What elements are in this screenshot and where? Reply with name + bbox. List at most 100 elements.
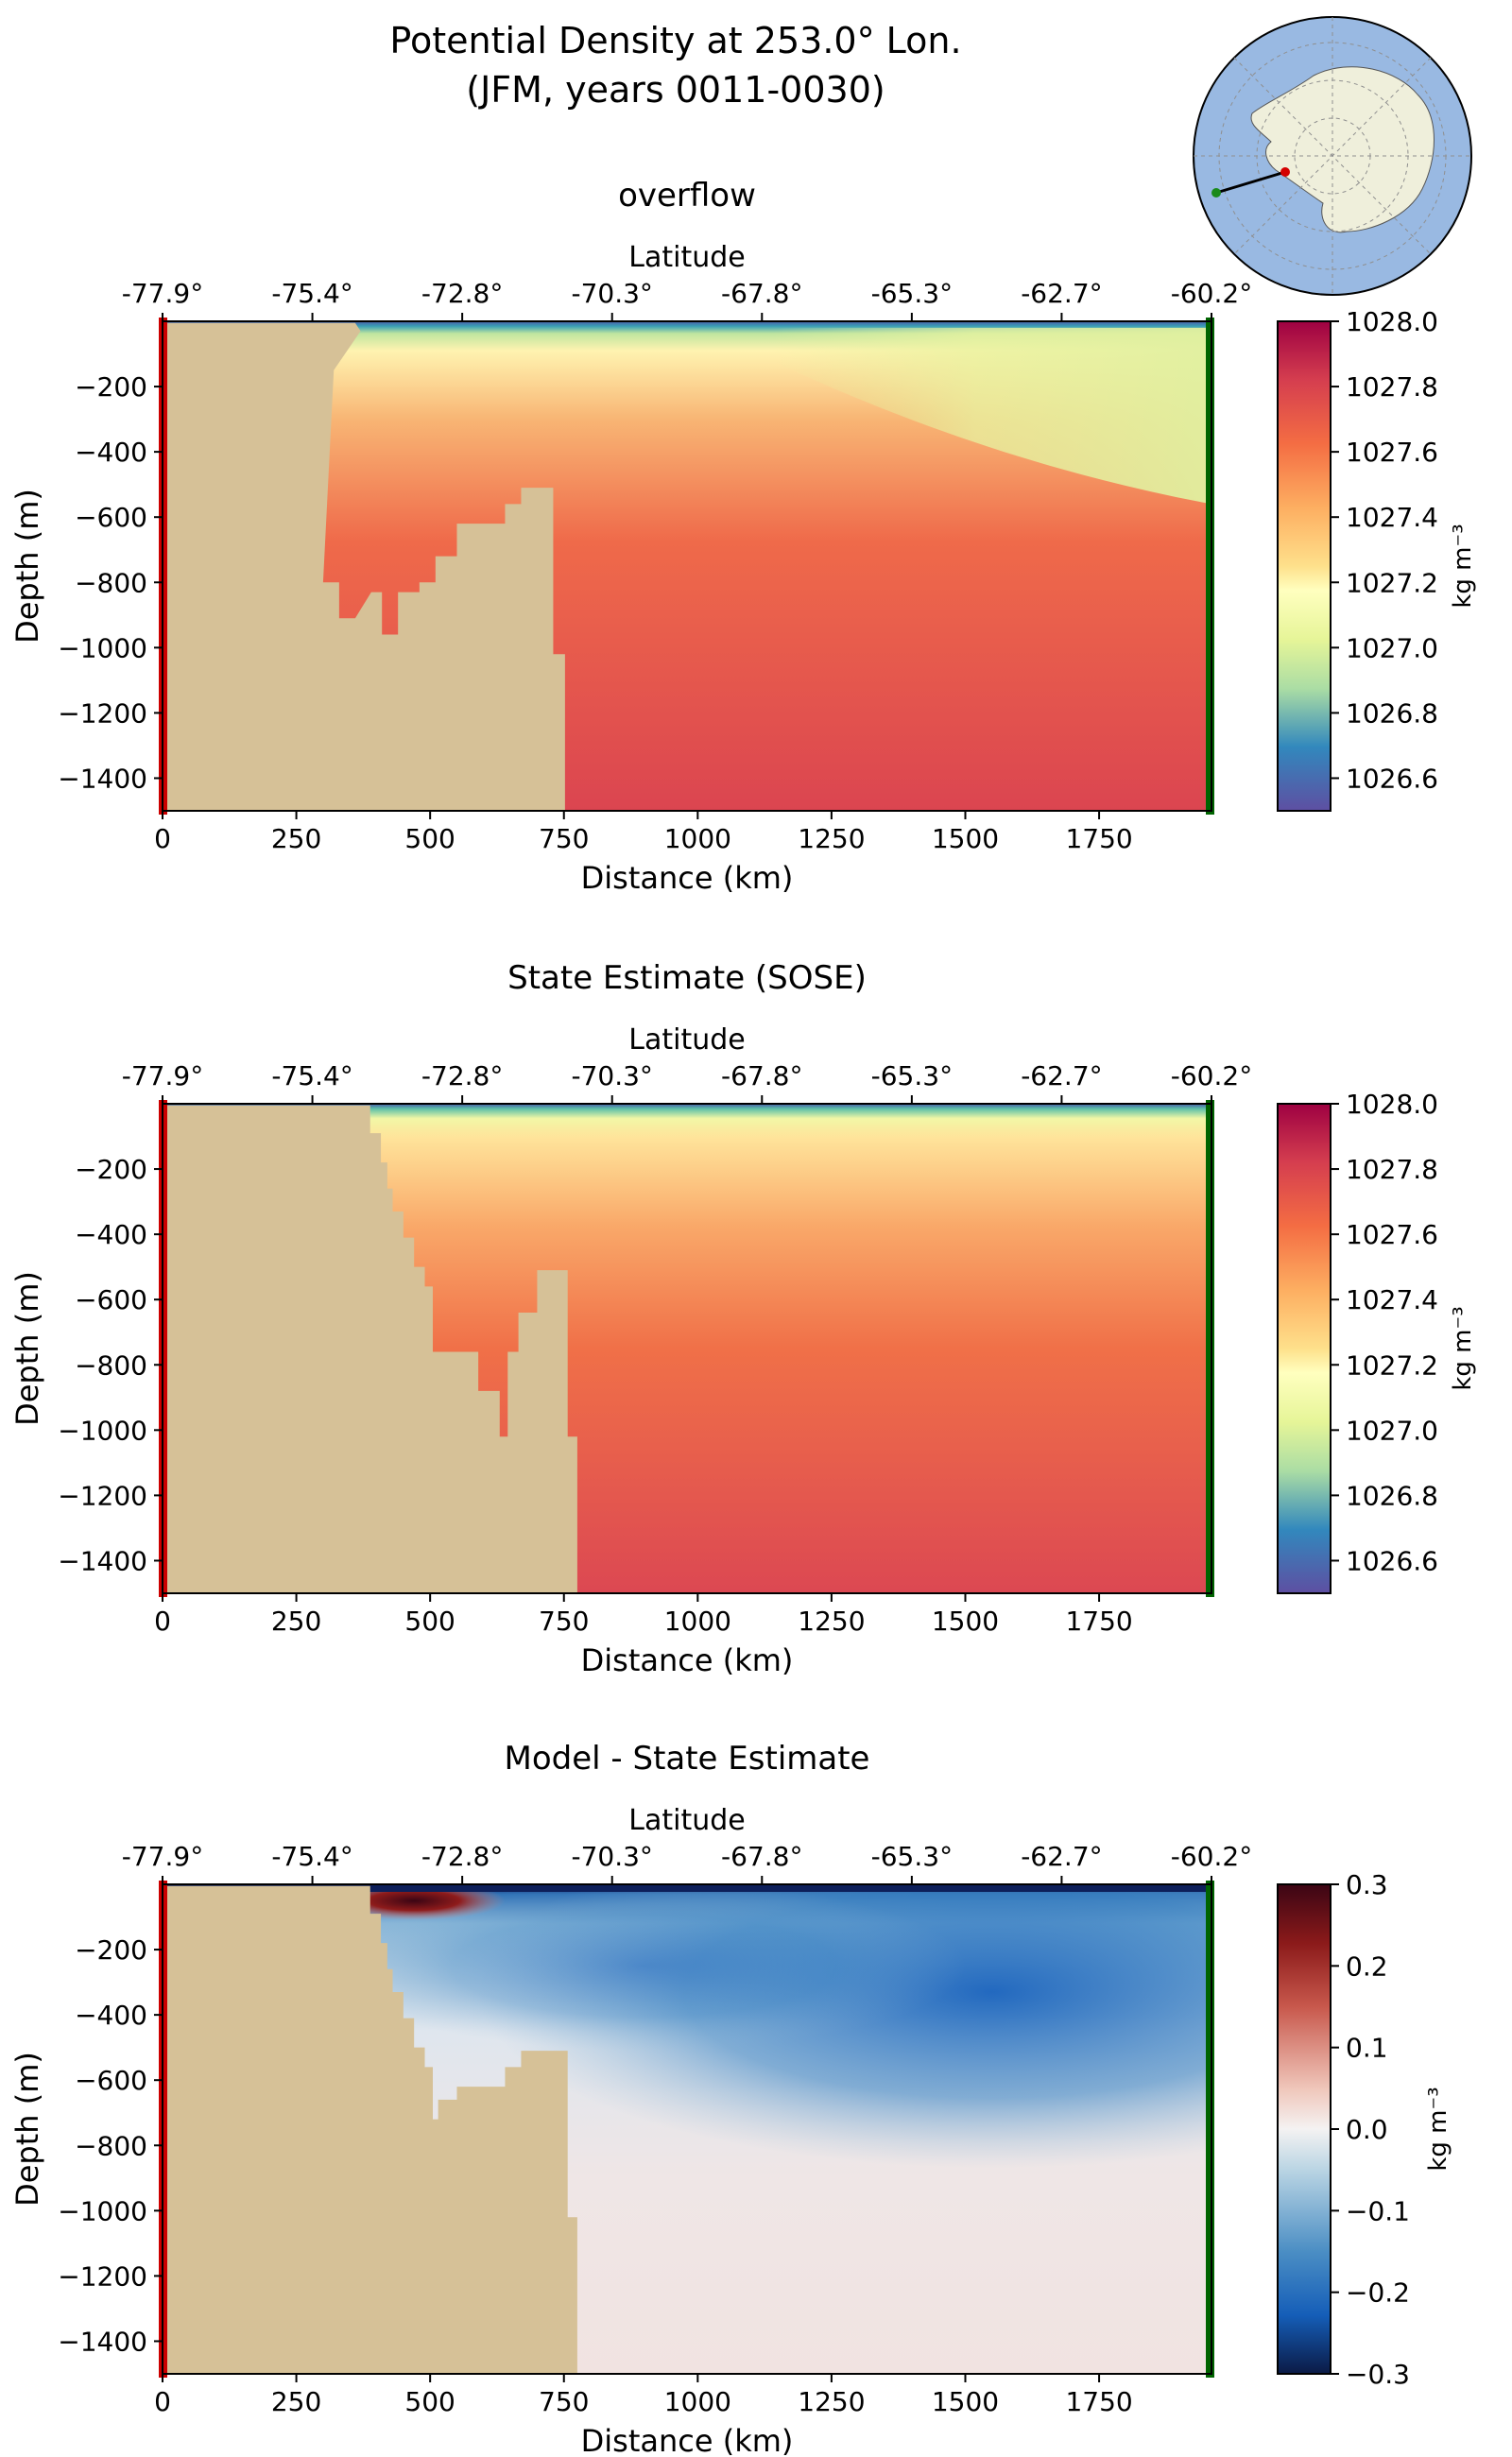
y-tick-label: −400 <box>75 437 147 468</box>
y-tick-label: −1000 <box>58 632 147 663</box>
latitude-tick-label: -75.4° <box>271 1060 352 1091</box>
x-tick-label: 750 <box>539 1606 589 1637</box>
colorbar-tick-label: 1026.8 <box>1346 1480 1438 1511</box>
offshore-light-water <box>537 327 1211 505</box>
x-tick-label: 250 <box>271 823 321 854</box>
panel-1: overflow Latitude 0 250 500 750 1000 1250 1500 17… <box>9 177 1477 896</box>
top-axis-label: Latitude <box>628 1023 745 1057</box>
x-tick-label: 1750 <box>1065 1606 1132 1637</box>
latitude-tick-label: -62.7° <box>1021 278 1102 309</box>
panel-title: State Estimate (SOSE) <box>507 959 867 997</box>
land-mask <box>163 321 565 811</box>
latitude-tick-label: -70.3° <box>571 1060 652 1091</box>
field-layer <box>163 1884 1211 2374</box>
x-tick-label: 750 <box>539 2386 589 2417</box>
y-tick-label: −800 <box>75 2130 147 2161</box>
y-tick-label: −400 <box>75 1219 147 1250</box>
top-axis-label: Latitude <box>628 241 745 274</box>
latitude-tick-label: -60.2° <box>1171 1060 1252 1091</box>
y-tick-label: −200 <box>75 1154 147 1185</box>
y-tick-label: −1200 <box>58 1480 147 1511</box>
colorbar-label: kg m⁻³ <box>1424 2087 1452 2171</box>
x-axis-label: Distance (km) <box>581 1642 794 1678</box>
latitude-tick-label: -77.9° <box>122 1841 203 1872</box>
x-tick-label: 1750 <box>1065 823 1132 854</box>
negative-anomaly <box>323 1884 966 2052</box>
x-tick-label: 1500 <box>932 823 999 854</box>
y-tick-label: −1200 <box>58 2260 147 2292</box>
colorbar-label: kg m⁻³ <box>1449 524 1477 608</box>
x-tick-label: 500 <box>404 823 455 854</box>
x-tick-label: 500 <box>404 1606 455 1637</box>
latitude-tick-label: -77.9° <box>122 278 203 309</box>
y-tick-label: −1000 <box>58 1415 147 1446</box>
land-mask <box>163 1104 577 1593</box>
panel-3: Model - State Estimate Latitude 0 250 500 750… <box>9 1740 1452 2457</box>
latitude-tick-label: -60.2° <box>1171 1841 1252 1872</box>
x-axis-label: Distance (km) <box>581 2423 794 2457</box>
colorbar-tick-label: 0.2 <box>1346 1950 1388 1982</box>
colorbar-tick-label: 1026.6 <box>1346 1545 1438 1576</box>
section-end-marker <box>1211 188 1221 198</box>
y-tick-label: −600 <box>75 2065 147 2096</box>
x-tick-label: 250 <box>271 1606 321 1637</box>
x-tick-label: 750 <box>539 823 589 854</box>
y-tick-label: −800 <box>75 1349 147 1381</box>
latitude-tick-label: -77.9° <box>122 1060 203 1091</box>
y-tick-label: −600 <box>75 1284 147 1315</box>
y-axis-label: Depth (m) <box>9 2052 45 2207</box>
section-end-edge-marker <box>1206 318 1214 815</box>
colorbar-label: kg m⁻³ <box>1449 1306 1477 1390</box>
colorbar-gradient <box>1277 1883 1332 2375</box>
y-tick-label: −200 <box>75 1934 147 1966</box>
y-tick-label: −200 <box>75 371 147 403</box>
colorbar-tick-label: 1026.6 <box>1346 763 1438 794</box>
x-tick-label: 0 <box>154 1606 171 1637</box>
panel-2: State Estimate (SOSE) Latitude 0 250 500 750 1… <box>9 959 1477 1678</box>
field-layer <box>163 1104 1211 1593</box>
colorbar-tick-label: 1027.6 <box>1346 437 1438 468</box>
colorbar: 1028.0 1027.8 1027.6 1027.4 1027.2 1027.0 1026… <box>1277 1089 1477 1594</box>
x-tick-label: 250 <box>271 2386 321 2417</box>
colorbar: 0.3 0.2 0.1 0.0 −0.1 −0.2 −0.3 kg m⁻³ <box>1277 1869 1452 2390</box>
x-tick-label: 1250 <box>798 2386 865 2417</box>
colorbar-tick-label: 1027.0 <box>1346 1415 1438 1446</box>
surface-negative-band <box>163 1884 1211 1892</box>
plot-frame <box>162 320 1212 812</box>
section-line <box>1215 170 1286 195</box>
x-tick-label: 0 <box>154 2386 171 2417</box>
x-tick-label: 1500 <box>932 2386 999 2417</box>
panel-title: overflow <box>618 177 756 215</box>
colorbar-tick-label: 1027.8 <box>1346 1154 1438 1185</box>
colorbar-tick-label: 1027.2 <box>1346 567 1438 598</box>
y-axis-label: Depth (m) <box>9 489 45 644</box>
figure-title-line1: Potential Density at 253.0° Lon. <box>389 20 961 61</box>
y-tick-label: −1200 <box>58 697 147 729</box>
y-tick-label: −400 <box>75 2000 147 2031</box>
colorbar-tick-label: −0.1 <box>1346 2195 1410 2226</box>
panel-title: Model - State Estimate <box>505 1740 870 1778</box>
colorbar-tick-label: −0.3 <box>1346 2359 1410 2390</box>
latitude-tick-label: -62.7° <box>1021 1060 1102 1091</box>
colorbar-tick-label: 1028.0 <box>1346 1089 1438 1120</box>
plot-frame <box>162 1103 1212 1594</box>
section-end-edge-marker <box>1206 1100 1214 1597</box>
y-axis-label: Depth (m) <box>9 1271 45 1426</box>
colorbar-tick-label: 0.1 <box>1346 2033 1388 2064</box>
land-mask <box>163 1884 577 2374</box>
x-tick-label: 500 <box>404 2386 455 2417</box>
y-tick-label: −1400 <box>58 763 147 794</box>
colorbar-tick-label: 0.3 <box>1346 1869 1388 1900</box>
latitude-tick-label: -75.4° <box>271 278 352 309</box>
latitude-tick-label: -70.3° <box>571 278 652 309</box>
latitude-tick-label: -75.4° <box>271 1841 352 1872</box>
y-tick-label: −1000 <box>58 2195 147 2226</box>
colorbar-tick-label: 1027.4 <box>1346 502 1438 533</box>
latitude-tick-label: -60.2° <box>1171 278 1252 309</box>
colorbar-tick-label: 1027.6 <box>1346 1219 1438 1250</box>
colorbar-tick-label: 0.0 <box>1346 2114 1388 2145</box>
x-tick-label: 0 <box>154 823 171 854</box>
figure-title-line2: (JFM, years 0011-0030) <box>466 69 885 111</box>
y-tick-label: −1400 <box>58 1545 147 1576</box>
